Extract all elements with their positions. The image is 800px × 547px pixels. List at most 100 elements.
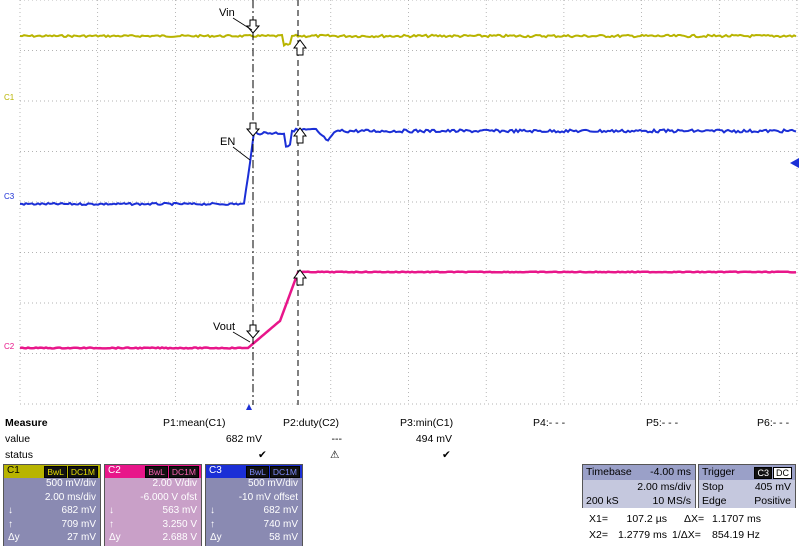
timebase-panel[interactable]: Timebase -4.00 ms 2.00 ms/div 200 kS 10 MS… xyxy=(582,464,696,508)
channel-c2-panel[interactable]: C2 BwL DC1M 2.00 V/div -6.000 V ofst ↓ 563… xyxy=(104,464,202,546)
trigger-panel[interactable]: Trigger C3 DC Stop 405 mV Edge Positive xyxy=(698,464,796,508)
trigger-level: 405 mV xyxy=(754,481,791,493)
measure-p1-value: 682 mV xyxy=(225,433,262,445)
trigger-level-marker[interactable] xyxy=(790,158,799,168)
bwl-tag: BwL xyxy=(246,466,269,478)
label-en: EN xyxy=(220,136,235,148)
trace-en xyxy=(20,127,797,207)
vdiv-value: 500 mV/div xyxy=(247,478,298,489)
cursor-down-value: 563 mV xyxy=(162,505,197,516)
cursor-x1-label: X1= xyxy=(589,513,608,525)
trace-vout xyxy=(19,270,797,350)
channel-c2-header: C2 BwL DC1M xyxy=(105,465,201,478)
cursor-down-value: 682 mV xyxy=(61,505,96,516)
measure-p6-name[interactable]: P6:- - - xyxy=(757,417,790,429)
down-arrow-icon xyxy=(245,19,261,34)
cursor-down-value: 682 mV xyxy=(263,505,298,516)
marker-c1: C1 xyxy=(4,93,15,102)
delta-y-value: 58 mV xyxy=(269,532,298,543)
delta-y-value: 27 mV xyxy=(67,532,96,543)
up-arrow-icon xyxy=(293,269,307,286)
trigger-title: Trigger xyxy=(702,466,735,478)
bwl-tag: BwL xyxy=(145,466,168,478)
up-arrow-icon: ↑ xyxy=(109,518,114,530)
oscilloscope-grid: Vin EN Vout C1 C3 C2 xyxy=(4,0,799,410)
timebase-title: Timebase xyxy=(586,466,632,478)
channel-c1-panel[interactable]: C1 BwL DC1M 500 mV/div 2.00 ms/div ↓ 682 m… xyxy=(3,464,101,546)
measure-row-value: value xyxy=(5,433,31,445)
trigger-slope: Positive xyxy=(754,495,791,507)
delta-y-label: Δy xyxy=(109,532,121,543)
coupling-tag: DC1M xyxy=(168,466,199,478)
measure-p1-name[interactable]: P1:mean(C1) xyxy=(163,417,226,429)
measure-p3-status: ✔ xyxy=(442,449,451,461)
delta-y-value: 2.688 V xyxy=(162,532,197,543)
cursor-x1-value: 107.2 µs xyxy=(626,513,668,525)
waveform-traces xyxy=(19,33,797,350)
measure-title: Measure xyxy=(5,417,48,429)
trigger-type: Edge xyxy=(702,495,727,507)
trace-vin xyxy=(19,33,797,48)
offset-value: -10 mV offset xyxy=(238,491,298,503)
timebase-sps: 10 MS/s xyxy=(652,495,691,507)
measure-p1-status: ✔ xyxy=(258,449,267,461)
up-arrow-icon xyxy=(293,39,307,56)
down-arrow-icon: ↓ xyxy=(210,505,215,516)
trigger-mode: Stop xyxy=(702,481,724,493)
channel-name: C2 xyxy=(108,465,121,476)
channel-c3-panel[interactable]: C3 BwL DC1M 500 mV/div -10 mV offset ↓ 682… xyxy=(205,464,303,546)
channel-name: C1 xyxy=(7,465,20,476)
trigger-position-marker[interactable] xyxy=(245,404,253,410)
timebase-rate: 2.00 ms/div xyxy=(637,481,691,493)
down-arrow-icon: ↓ xyxy=(109,505,114,516)
cursor-dx-value: 1.1707 ms xyxy=(712,513,762,525)
timebase-value: -4.00 ms xyxy=(650,466,691,478)
cursor-x2-value: 1.2779 ms xyxy=(617,529,667,541)
channel-markers: C1 C3 C2 xyxy=(4,93,15,351)
up-arrow-icon: ↑ xyxy=(8,518,13,530)
cursor-dx-label: ΔX= xyxy=(684,513,705,525)
measure-p3-value: 494 mV xyxy=(415,433,452,445)
measure-p3-name[interactable]: P3:min(C1) xyxy=(400,417,454,429)
trace-annotations: Vin EN Vout xyxy=(213,7,253,343)
measure-row-status: status xyxy=(5,449,34,461)
delta-y-label: Δy xyxy=(8,532,20,543)
bwl-tag: BwL xyxy=(44,466,67,478)
down-arrow-icon xyxy=(245,122,261,137)
measure-p2-name[interactable]: P2:duty(C2) xyxy=(283,417,340,429)
trigger-channel-tag: C3 xyxy=(754,467,772,479)
cursor-up-value: 3.250 V xyxy=(162,518,197,530)
down-arrow-icon: ↓ xyxy=(8,505,13,516)
marker-c2: C2 xyxy=(4,342,15,351)
cursor-up-value: 709 mV xyxy=(61,518,96,530)
coupling-tag: DC1M xyxy=(269,466,300,478)
measure-p5-name[interactable]: P5:- - - xyxy=(646,417,679,429)
cursor-freq-label: 1/ΔX= xyxy=(672,529,701,541)
marker-c3: C3 xyxy=(4,192,15,201)
trigger-coupling-tag: DC xyxy=(773,467,792,479)
cursor-freq-value: 854.19 Hz xyxy=(712,529,760,541)
channel-name: C3 xyxy=(209,465,222,476)
measure-p4-name[interactable]: P4:- - - xyxy=(533,417,566,429)
vdiv-value: 500 mV/div xyxy=(45,478,96,489)
graticule xyxy=(19,0,798,405)
measure-p2-status: ⚠ xyxy=(330,449,340,461)
channel-c1-header: C1 BwL DC1M xyxy=(4,465,100,478)
cursor-up-value: 740 mV xyxy=(263,518,298,530)
measure-p2-value: --- xyxy=(331,433,343,445)
label-vout: Vout xyxy=(213,321,235,333)
up-arrow-icon xyxy=(293,127,307,144)
coupling-tag: DC1M xyxy=(67,466,98,478)
measure-table: Measure value status P1:mean(C1) 682 mV … xyxy=(0,414,800,464)
tdiv-value: 2.00 ms/div xyxy=(44,491,96,503)
offset-value: -6.000 V ofst xyxy=(140,491,197,503)
down-arrow-icon xyxy=(245,324,261,339)
cursor-x2-label: X2= xyxy=(589,529,608,541)
up-arrow-icon: ↑ xyxy=(210,518,215,530)
timebase-samples: 200 kS xyxy=(586,495,619,507)
vdiv-value: 2.00 V/div xyxy=(152,478,197,489)
delta-y-label: Δy xyxy=(210,532,222,543)
channel-c3-header: C3 BwL DC1M xyxy=(206,465,302,478)
cursor-arrows xyxy=(245,19,307,339)
label-vin: Vin xyxy=(219,7,235,19)
